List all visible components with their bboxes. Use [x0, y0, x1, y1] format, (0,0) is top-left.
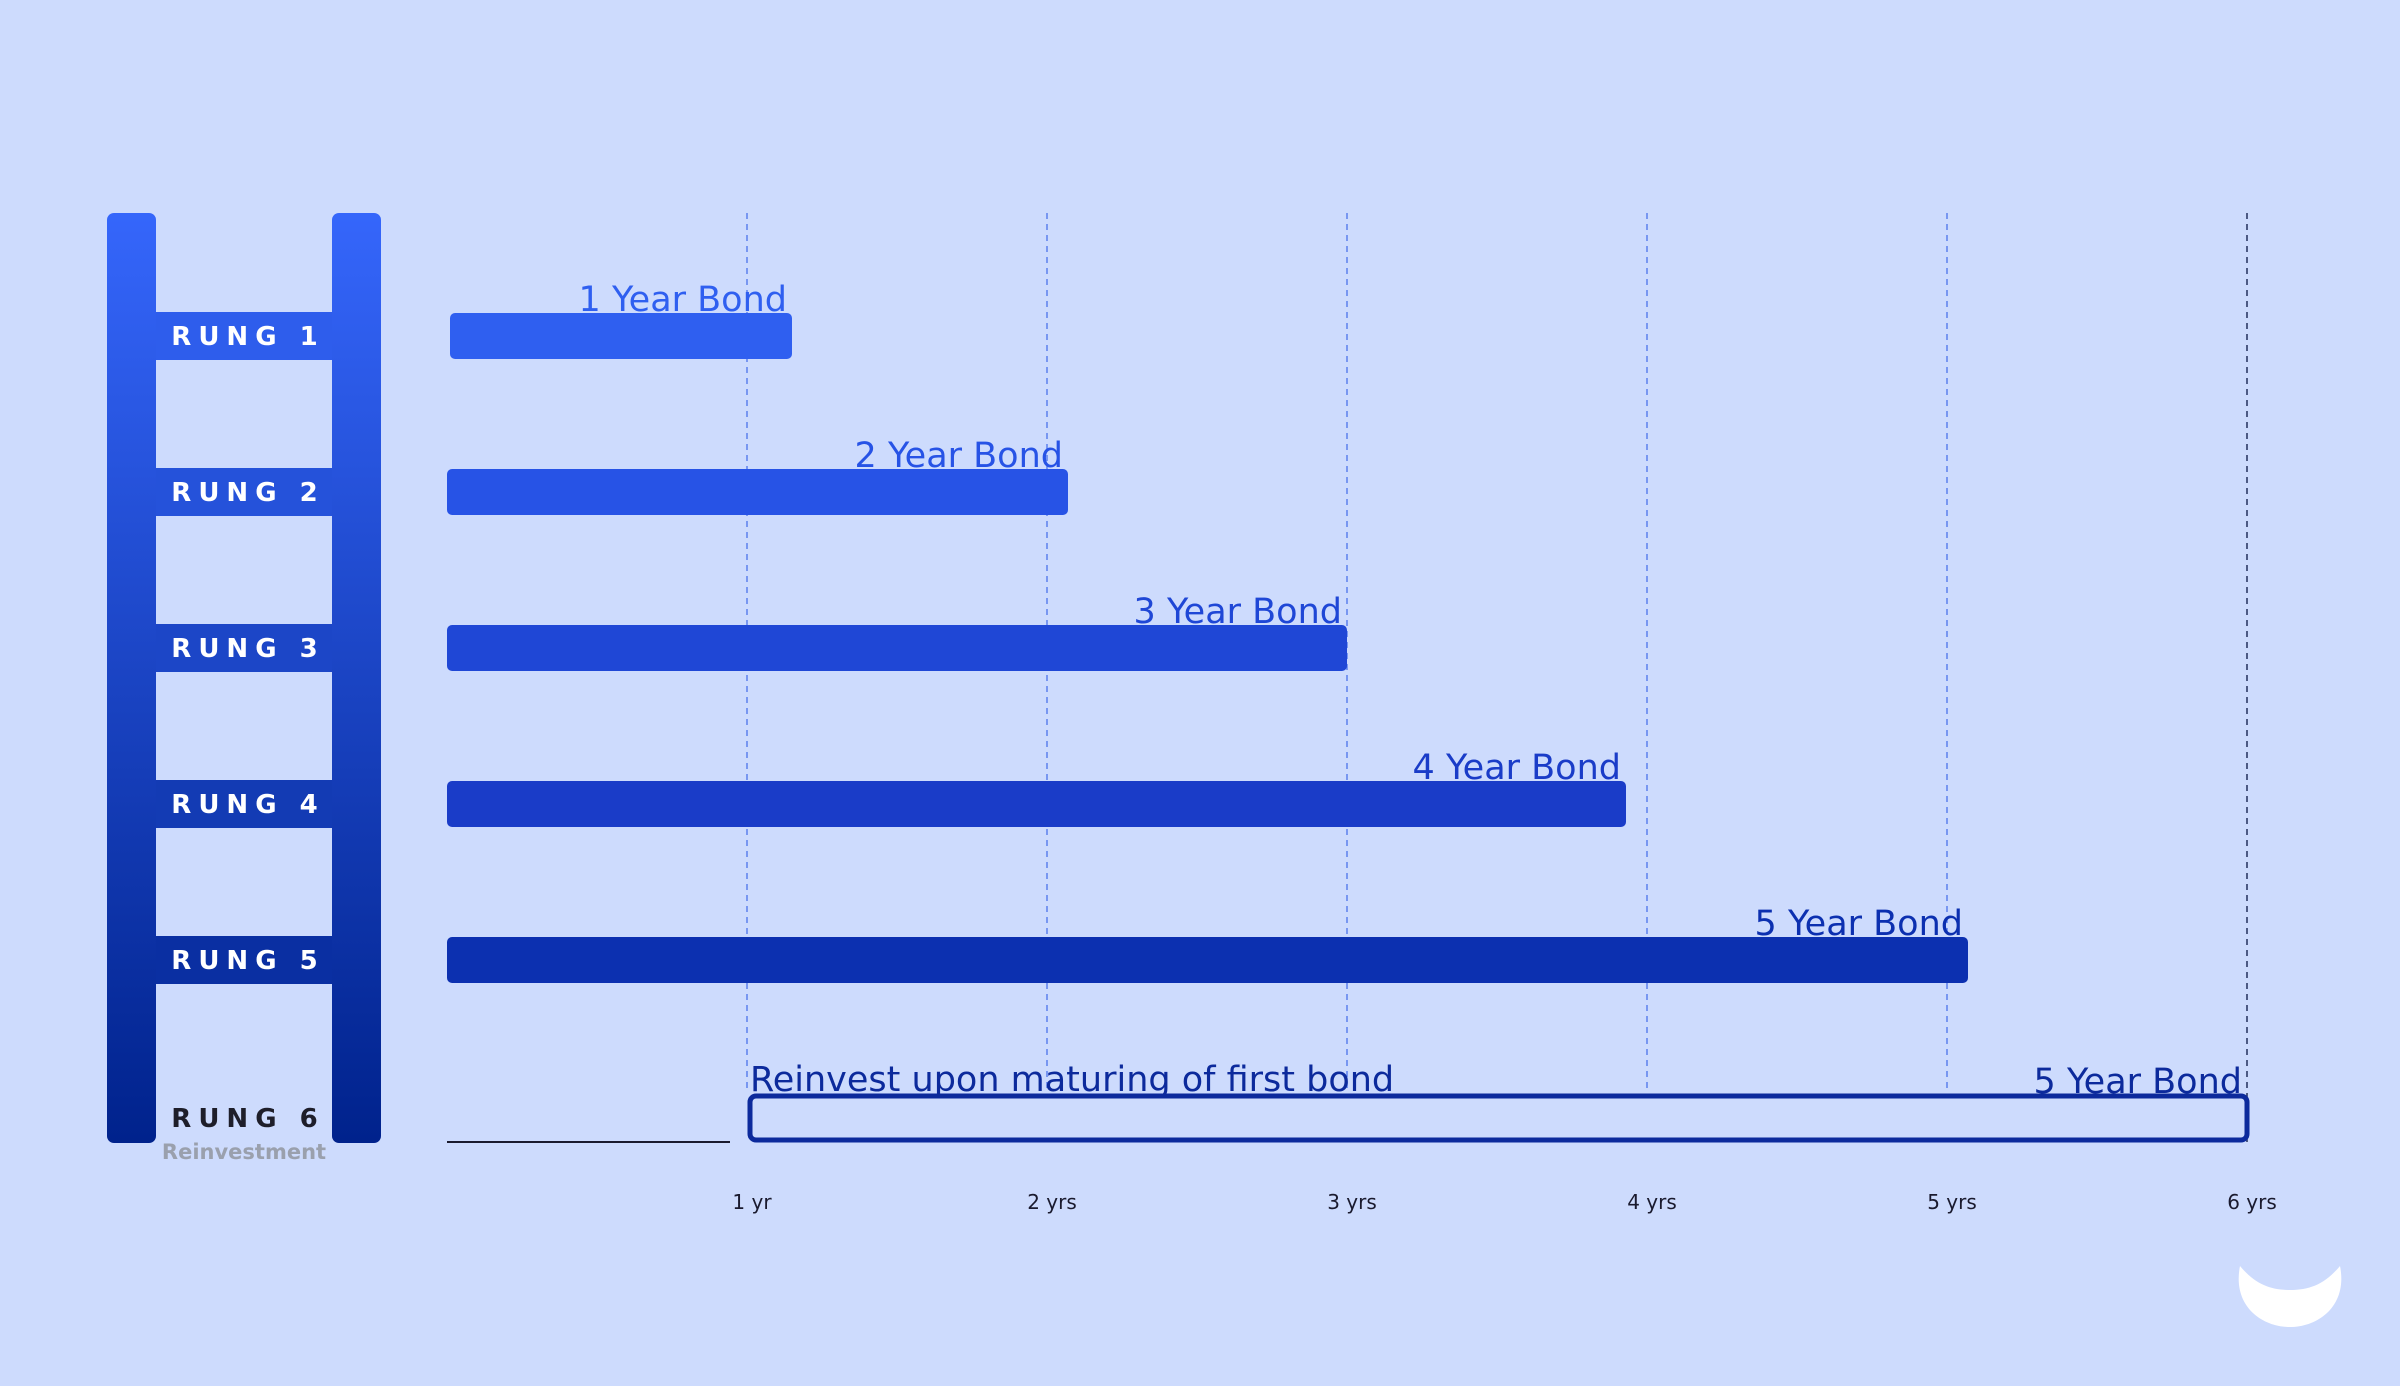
ladder-rung: RUNG 1 — [156, 312, 332, 360]
bond-bar-group: 1 Year Bond — [450, 280, 792, 359]
tick-label: 1 yr — [732, 1190, 772, 1214]
bond-label: 2 Year Bond — [855, 436, 1063, 476]
bond-bar-group: 3 Year Bond — [447, 592, 1347, 671]
rung-label: RUNG 2 — [171, 478, 324, 508]
ladder-rung: RUNG 4 — [156, 780, 332, 828]
rung-label: RUNG 3 — [171, 634, 324, 664]
bond-bar-group: 5 Year Bond — [447, 904, 1968, 983]
ladder-rungs: RUNG 1 RUNG 2 RUNG 3 RUNG 4 RUNG 5 RUNG 6 Rein… — [156, 312, 332, 1164]
rung-sublabel: Reinvestment — [162, 1140, 326, 1164]
rung-band — [156, 312, 332, 360]
bond-label: 5 Year Bond — [2034, 1062, 2242, 1102]
bond-bar-group: 5 Year Bond Reinvest upon maturing of fir… — [747, 1060, 2250, 1143]
tick-label: 6 yrs — [2227, 1190, 2277, 1214]
bond-bar — [747, 1093, 2250, 1143]
bond-label: 3 Year Bond — [1134, 592, 1342, 632]
bond-label: 4 Year Bond — [1413, 748, 1621, 788]
reinvest-note: Reinvest upon maturing of first bond — [750, 1060, 1394, 1100]
tick-label: 2 yrs — [1027, 1190, 1077, 1214]
timeline-gridlines — [746, 213, 2248, 1142]
bond-bar — [447, 625, 1347, 671]
ladder-left-rail — [107, 213, 156, 1143]
bond-bar-group: 2 Year Bond — [447, 436, 1068, 515]
rung-band — [156, 624, 332, 672]
bond-bars: 1 Year Bond 2 Year Bond 3 Year Bond 4 Year … — [447, 280, 2250, 1143]
ladder-right-rail — [332, 213, 381, 1143]
timeline-tick-labels: 1 yr 2 yrs 3 yrs 4 yrs 5 yrs 6 yrs — [732, 1190, 2276, 1214]
rung-label: RUNG 6 — [171, 1104, 324, 1134]
ladder: RUNG 1 RUNG 2 RUNG 3 RUNG 4 RUNG 5 RUNG 6 Rein… — [107, 213, 381, 1164]
rung-label: RUNG 1 — [171, 322, 324, 352]
smile-logo-icon — [2238, 1266, 2342, 1327]
rung-label: RUNG 5 — [171, 946, 324, 976]
rung-band — [156, 936, 332, 984]
bond-label: 5 Year Bond — [1755, 904, 1963, 944]
tick-label: 3 yrs — [1327, 1190, 1377, 1214]
ladder-rung: RUNG 5 — [156, 936, 332, 984]
rung-band — [156, 468, 332, 516]
ladder-rung: RUNG 2 — [156, 468, 332, 516]
tick-label: 4 yrs — [1627, 1190, 1677, 1214]
rung-label: RUNG 4 — [171, 790, 324, 820]
ladder-rung: RUNG 6 Reinvestment — [162, 1104, 326, 1164]
bond-bar — [447, 781, 1626, 827]
bond-bar — [447, 937, 1968, 983]
bond-bar — [450, 313, 792, 359]
tick-label: 5 yrs — [1927, 1190, 1977, 1214]
bond-bar — [447, 469, 1068, 515]
bond-label: 1 Year Bond — [579, 280, 787, 320]
bond-bar-group: 4 Year Bond — [447, 748, 1626, 827]
ladder-rung: RUNG 3 — [156, 624, 332, 672]
rung-band — [156, 780, 332, 828]
